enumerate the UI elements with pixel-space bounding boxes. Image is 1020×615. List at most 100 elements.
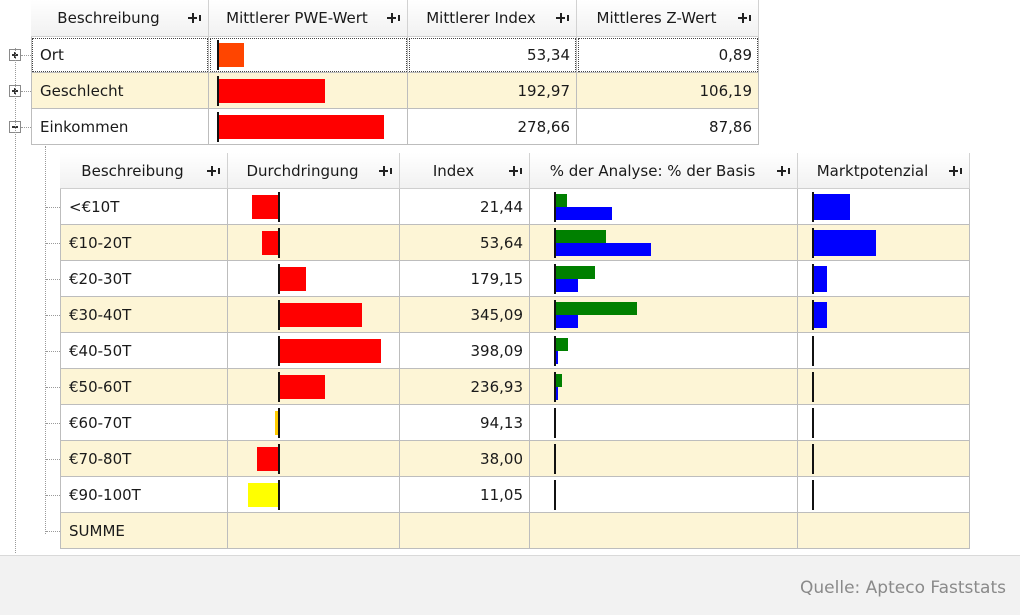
- potential-bar: [812, 302, 827, 328]
- row-label: Ort: [40, 45, 64, 64]
- bar-axis: [812, 336, 814, 366]
- index-value: 398,09: [470, 341, 524, 360]
- cell-z: 87,86: [577, 109, 759, 145]
- cell-durchdringung: [228, 225, 400, 261]
- pin-icon[interactable]: [736, 12, 752, 24]
- sub-col-header-analyse-basis[interactable]: % der Analyse: % der Basis: [530, 153, 798, 189]
- cell-durchdringung: [228, 261, 400, 297]
- col-header-index[interactable]: Mittlerer Index: [408, 0, 577, 37]
- cell-index: 278,66: [408, 109, 577, 145]
- penetration-bar: [248, 483, 278, 507]
- row-label: <€10T: [69, 197, 120, 216]
- penetration-bar: [257, 447, 278, 471]
- sub-col-header-durchdringung[interactable]: Durchdringung: [228, 153, 400, 189]
- penetration-bar: [252, 195, 278, 219]
- basis-bar: [554, 315, 578, 328]
- analysis-bar: [554, 302, 637, 315]
- cell-index: 53,64: [400, 225, 530, 261]
- penetration-bar: [278, 303, 362, 327]
- cell-beschreibung: €20-30T: [60, 261, 228, 297]
- row-label: €60-70T: [69, 413, 132, 432]
- penetration-bar: [275, 411, 278, 435]
- row-label: €40-50T: [69, 341, 132, 360]
- tree-line: [15, 48, 16, 553]
- cell-index: 345,09: [400, 297, 530, 333]
- col-header-beschreibung[interactable]: Beschreibung: [31, 0, 209, 37]
- pin-icon[interactable]: [385, 12, 401, 24]
- cell-analyse-basis: [530, 369, 798, 405]
- cell-analyse-basis: [530, 189, 798, 225]
- cell-index: 398,09: [400, 333, 530, 369]
- cell-index: 192,97: [408, 73, 577, 109]
- cell-analyse-basis: [530, 297, 798, 333]
- pin-icon[interactable]: [377, 165, 393, 177]
- cell-pwe-bar: [209, 37, 408, 73]
- cell-beschreibung: €30-40T: [60, 297, 228, 333]
- penetration-bar: [278, 339, 381, 363]
- cell-analyse-basis: [530, 333, 798, 369]
- bar-axis: [812, 408, 814, 438]
- row-label: €20-30T: [69, 269, 132, 288]
- cell-durchdringung: [228, 477, 400, 513]
- pin-icon[interactable]: [554, 12, 570, 24]
- pin-icon[interactable]: [775, 165, 791, 177]
- penetration-bar: [262, 231, 278, 255]
- bar-axis: [554, 300, 556, 330]
- index-value: 278,66: [517, 117, 571, 136]
- cell-index: 21,44: [400, 189, 530, 225]
- pin-icon[interactable]: [947, 165, 963, 177]
- pin-icon[interactable]: [507, 165, 523, 177]
- cell-analyse-basis: [530, 441, 798, 477]
- bar-axis: [278, 228, 280, 258]
- bar-axis: [278, 300, 280, 330]
- basis-bar: [554, 351, 558, 364]
- potential-bar: [812, 194, 850, 220]
- col-header-pwe[interactable]: Mittlerer PWE-Wert: [209, 0, 408, 37]
- penetration-bar: [278, 267, 306, 291]
- tree-branch: [46, 351, 60, 352]
- pwe-bar: [217, 115, 384, 139]
- pin-icon[interactable]: [205, 165, 221, 177]
- cell-marktpotenzial: [798, 405, 970, 441]
- cell-index: 94,13: [400, 405, 530, 441]
- cell-index: 53,34: [408, 37, 577, 73]
- bar-axis: [554, 192, 556, 222]
- bar-axis: [278, 336, 280, 366]
- bar-axis: [217, 112, 219, 142]
- cell-beschreibung: Einkommen: [31, 109, 209, 145]
- bar-axis: [278, 372, 280, 402]
- z-value: 87,86: [709, 117, 752, 136]
- tree-branch: [21, 127, 31, 128]
- sub-col-header-beschreibung[interactable]: Beschreibung: [60, 153, 228, 189]
- cell-z: 106,19: [577, 73, 759, 109]
- row-label: €50-60T: [69, 377, 132, 396]
- tree-branch: [46, 315, 60, 316]
- index-value: 53,34: [527, 45, 570, 64]
- bar-axis: [812, 228, 814, 258]
- col-header-z[interactable]: Mittleres Z-Wert: [577, 0, 759, 37]
- tree-branch: [46, 207, 60, 208]
- tree-branch: [21, 55, 31, 56]
- row-label: €30-40T: [69, 305, 132, 324]
- bar-axis: [554, 372, 556, 402]
- bar-axis: [217, 76, 219, 106]
- cell-index: 11,05: [400, 477, 530, 513]
- cell-beschreibung: €50-60T: [60, 369, 228, 405]
- cell-analyse-basis: [530, 225, 798, 261]
- cell-beschreibung: €70-80T: [60, 441, 228, 477]
- basis-bar: [554, 387, 558, 400]
- pin-icon[interactable]: [186, 12, 202, 24]
- basis-bar: [554, 279, 578, 292]
- tree-branch: [46, 459, 60, 460]
- cell-marktpotenzial: [798, 297, 970, 333]
- tree-line: [45, 146, 46, 534]
- index-value: 11,05: [480, 485, 523, 504]
- index-value: 38,00: [480, 449, 523, 468]
- sub-col-header-marktpotenzial[interactable]: Marktpotenzial: [798, 153, 970, 189]
- tree-branch: [46, 423, 60, 424]
- sub-col-header-index[interactable]: Index: [400, 153, 530, 189]
- index-value: 53,64: [480, 233, 523, 252]
- footer: Quelle: Apteco Faststats: [0, 555, 1020, 615]
- cell-durchdringung: [228, 189, 400, 225]
- row-label: €90-100T: [69, 485, 141, 504]
